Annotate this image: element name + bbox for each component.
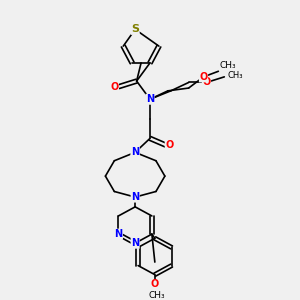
Text: S: S bbox=[131, 24, 139, 34]
Text: O: O bbox=[200, 72, 208, 82]
Text: N: N bbox=[114, 229, 122, 239]
Text: CH₃: CH₃ bbox=[148, 291, 165, 300]
Text: N: N bbox=[131, 147, 139, 158]
Text: O: O bbox=[165, 140, 173, 150]
Text: O: O bbox=[202, 77, 211, 88]
Text: O: O bbox=[151, 279, 159, 290]
Text: N: N bbox=[131, 147, 139, 158]
Text: CH₃: CH₃ bbox=[227, 71, 243, 80]
Text: CH₃: CH₃ bbox=[220, 61, 236, 70]
Text: N: N bbox=[131, 192, 139, 202]
Text: N: N bbox=[146, 94, 154, 104]
Text: O: O bbox=[110, 82, 118, 92]
Text: N: N bbox=[131, 238, 139, 248]
